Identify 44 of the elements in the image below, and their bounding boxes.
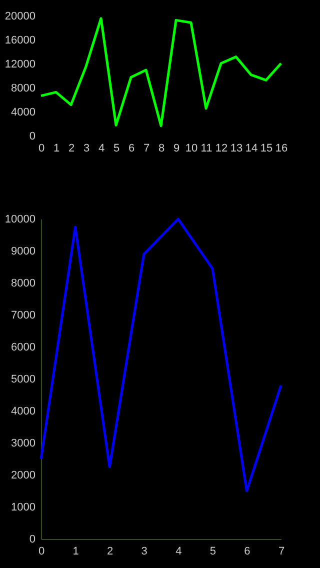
y-tick-label: 2000 xyxy=(11,470,36,482)
x-tick-label: 7 xyxy=(278,546,285,558)
x-tick-label: 15 xyxy=(260,142,273,154)
x-tick-label: 6 xyxy=(244,546,250,558)
y-tick-label: 8000 xyxy=(11,82,36,94)
y-tick-label: 9000 xyxy=(11,246,36,258)
x-tick-label: 4 xyxy=(176,546,182,558)
y-tick-label: 20000 xyxy=(4,10,36,22)
x-tick-label: 5 xyxy=(113,142,120,154)
y-tick-label: 5000 xyxy=(11,374,36,386)
x-tick-label: 12 xyxy=(215,142,228,154)
y-tick-label: 12000 xyxy=(4,58,36,70)
x-tick-label: 16 xyxy=(275,142,288,154)
y-tick-label: 7000 xyxy=(11,310,36,322)
x-tick-label: 11 xyxy=(200,142,212,154)
y-tick-label: 4000 xyxy=(11,406,36,418)
y-tick-label: 16000 xyxy=(4,34,36,46)
x-tick-label: 8 xyxy=(158,142,165,154)
x-tick-label: 4 xyxy=(98,142,105,154)
x-tick-label: 13 xyxy=(230,142,243,154)
x-tick-label: 5 xyxy=(210,546,216,558)
y-tick-label: 8000 xyxy=(11,278,36,290)
x-tick-label: 2 xyxy=(68,142,75,154)
x-tick-label: 2 xyxy=(107,546,114,558)
x-tick-label: 0 xyxy=(38,142,45,154)
x-tick-label: 0 xyxy=(38,546,45,558)
y-tick-label: 0 xyxy=(29,534,36,546)
x-tick-label: 9 xyxy=(173,142,180,154)
y-tick-label: 4000 xyxy=(11,106,36,118)
line-series xyxy=(40,218,282,492)
x-tick-label: 3 xyxy=(141,546,148,558)
x-tick-label: 14 xyxy=(245,142,258,154)
x-tick-label: 1 xyxy=(53,142,60,154)
y-tick-label: 3000 xyxy=(11,438,36,450)
y-tick-label: 1000 xyxy=(11,502,36,514)
x-tick-label: 3 xyxy=(83,142,90,154)
x-tick-label: 10 xyxy=(185,142,198,154)
x-tick-label: 7 xyxy=(143,142,150,154)
line-series xyxy=(40,17,282,128)
y-tick-label: 0 xyxy=(29,130,36,142)
y-tick-label: 6000 xyxy=(11,342,36,354)
x-tick-label: 1 xyxy=(72,546,79,558)
y-tick-label: 10000 xyxy=(4,214,36,226)
x-tick-label: 6 xyxy=(128,142,135,154)
